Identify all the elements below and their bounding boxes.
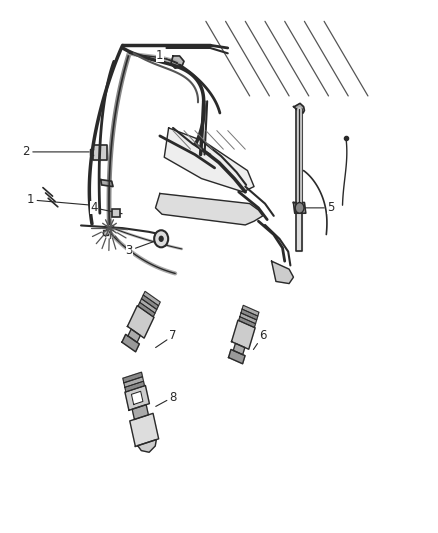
Text: 8: 8 (156, 391, 177, 407)
Polygon shape (93, 145, 107, 160)
Polygon shape (138, 302, 155, 317)
Bar (106, 225, 113, 230)
Polygon shape (293, 203, 306, 213)
Text: 3: 3 (126, 242, 153, 257)
Polygon shape (240, 313, 257, 324)
Circle shape (159, 236, 164, 242)
Polygon shape (155, 193, 263, 225)
Circle shape (295, 203, 304, 213)
Polygon shape (232, 320, 255, 349)
Text: 7: 7 (155, 329, 177, 348)
Bar (103, 230, 108, 235)
Polygon shape (138, 440, 156, 453)
Polygon shape (128, 329, 140, 342)
Polygon shape (130, 414, 159, 447)
Polygon shape (272, 261, 293, 284)
Polygon shape (90, 149, 93, 155)
Polygon shape (125, 385, 149, 410)
Polygon shape (171, 56, 184, 68)
Polygon shape (164, 128, 254, 192)
Bar (112, 209, 120, 217)
Circle shape (154, 230, 168, 247)
Polygon shape (125, 381, 145, 392)
Polygon shape (242, 305, 259, 316)
Polygon shape (123, 372, 142, 383)
Text: 1: 1 (156, 50, 181, 66)
Polygon shape (101, 180, 113, 187)
Text: 4: 4 (90, 201, 122, 214)
Text: 1: 1 (27, 193, 89, 206)
Polygon shape (229, 350, 245, 364)
Polygon shape (296, 109, 302, 251)
Polygon shape (131, 391, 143, 405)
Polygon shape (122, 334, 139, 352)
Text: 6: 6 (254, 329, 267, 350)
Polygon shape (233, 343, 245, 354)
Text: 5: 5 (300, 201, 334, 214)
Polygon shape (127, 305, 154, 338)
Polygon shape (239, 317, 255, 327)
Polygon shape (143, 292, 160, 306)
Polygon shape (141, 295, 159, 310)
Polygon shape (124, 377, 144, 387)
Text: 2: 2 (22, 146, 89, 158)
Polygon shape (241, 309, 258, 320)
Polygon shape (132, 405, 148, 419)
Polygon shape (293, 103, 304, 113)
Polygon shape (140, 299, 157, 313)
